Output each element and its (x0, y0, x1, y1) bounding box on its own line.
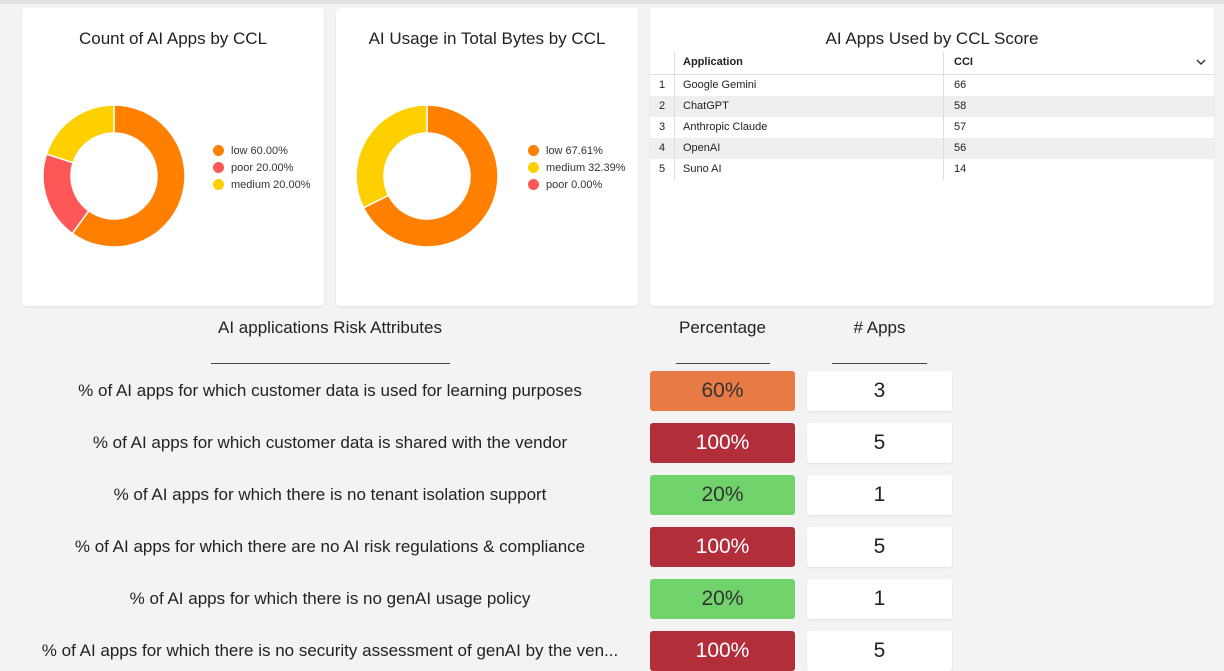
legend-dot-icon (213, 162, 224, 173)
column-divider (943, 96, 944, 117)
risk-attribute-label: % of AI apps for which there is no tenan… (113, 485, 547, 504)
risk-attribute-label: % of AI apps for which there is no genAI… (129, 589, 531, 608)
apps-count-box[interactable]: 1 (807, 579, 952, 619)
column-divider (674, 138, 675, 159)
risk-attribute-label: % of AI apps for which customer data is … (92, 433, 568, 452)
apps-count-header: # Apps (853, 318, 906, 337)
risk-attribute-label: % of AI apps for which there are no AI r… (74, 537, 586, 556)
column-divider (943, 117, 944, 138)
column-divider (943, 138, 944, 159)
table-row[interactable]: 4 OpenAI 56 (650, 138, 1214, 159)
header-underline (211, 363, 450, 364)
column-divider (674, 52, 675, 74)
row-index: 2 (658, 100, 666, 112)
legend-label: medium 20.00% (231, 179, 311, 191)
legend-dot-icon (213, 145, 224, 156)
legend-dot-icon (528, 179, 539, 190)
percentage-badge[interactable]: 100% (650, 527, 795, 567)
legend-dot-icon (528, 145, 539, 156)
chart-legend: low 60.00% poor 20.00% medium 20.00% (213, 144, 313, 195)
donut-slice-low[interactable] (71, 104, 186, 248)
legend-item[interactable]: low 60.00% (213, 144, 313, 158)
table-card-apps-by-ccl: AI Apps Used by CCL Score Application CC… (650, 8, 1214, 306)
column-divider (674, 117, 675, 138)
cell-cci: 66 (954, 79, 967, 91)
percentage-badge[interactable]: 100% (650, 423, 795, 463)
table-row[interactable]: 2 ChatGPT 58 (650, 96, 1214, 117)
card-title: AI Usage in Total Bytes by CCL (368, 29, 606, 48)
column-divider (943, 52, 944, 74)
donut-slice-medium[interactable] (355, 104, 428, 209)
column-divider (943, 75, 944, 96)
header-underline (832, 363, 927, 364)
apps-count-box[interactable]: 3 (807, 371, 952, 411)
cell-application: OpenAI (683, 142, 721, 154)
chart-legend: low 67.61% medium 32.39% poor 0.00% (528, 144, 628, 195)
cell-cci: 58 (954, 100, 967, 112)
legend-item[interactable]: medium 20.00% (213, 178, 313, 192)
apps-count-box[interactable]: 5 (807, 527, 952, 567)
legend-dot-icon (213, 179, 224, 190)
cell-cci: 57 (954, 121, 967, 133)
risk-attribute-label: % of AI apps for which customer data is … (78, 381, 582, 400)
legend-label: poor 0.00% (546, 179, 603, 191)
cell-application: ChatGPT (683, 100, 729, 112)
column-divider (943, 159, 944, 180)
percentage-badge[interactable]: 20% (650, 579, 795, 619)
legend-label: low 67.61% (546, 145, 603, 157)
apps-count-box[interactable]: 1 (807, 475, 952, 515)
legend-label: poor 20.00% (231, 162, 294, 174)
column-divider (674, 159, 675, 180)
percentage-badge[interactable]: 60% (650, 371, 795, 411)
chart-card-count-by-ccl: Count of AI Apps by CCL low 60.00% poor 2… (22, 8, 324, 306)
legend-label: medium 32.39% (546, 162, 626, 174)
apps-count-box[interactable]: 5 (807, 423, 952, 463)
row-index: 4 (658, 142, 666, 154)
legend-item[interactable]: medium 32.39% (528, 161, 628, 175)
header-underline (676, 363, 770, 364)
table-row[interactable]: 1 Google Gemini 66 (650, 75, 1214, 96)
chart-card-usage-by-ccl: AI Usage in Total Bytes by CCL low 67.61… (336, 8, 638, 306)
risk-attribute-label: % of AI apps for which there is no secur… (41, 641, 619, 660)
column-header-cci[interactable]: CCI (954, 56, 973, 68)
table-header: Application CCI (650, 52, 1214, 75)
percentage-header: Percentage (679, 318, 766, 337)
cell-application: Google Gemini (683, 79, 757, 91)
legend-item[interactable]: low 67.61% (528, 144, 628, 158)
apps-count-box[interactable]: 5 (807, 631, 952, 671)
cell-application: Anthropic Claude (683, 121, 768, 133)
donut-slice-low[interactable] (362, 104, 499, 248)
table-body: 1 Google Gemini 66 2 ChatGPT 58 3 Anthropic Cla… (650, 75, 1214, 180)
risk-attributes-header: AI applications Risk Attributes (218, 318, 442, 337)
percentage-badge[interactable]: 20% (650, 475, 795, 515)
row-index: 1 (658, 79, 666, 91)
cell-application: Suno AI (683, 163, 722, 175)
cell-cci: 56 (954, 142, 967, 154)
apps-table: Application CCI 1 Google Gemini 66 2 ChatGPT… (650, 52, 1214, 180)
top-divider (0, 0, 1224, 4)
column-divider (674, 96, 675, 117)
legend-label: low 60.00% (231, 145, 288, 157)
table-row[interactable]: 3 Anthropic Claude 57 (650, 117, 1214, 138)
donut-chart (42, 104, 186, 248)
percentage-badge[interactable]: 100% (650, 631, 795, 671)
card-title: Count of AI Apps by CCL (78, 29, 268, 48)
legend-item[interactable]: poor 0.00% (528, 178, 628, 192)
row-index: 3 (658, 121, 666, 133)
row-index: 5 (658, 163, 666, 175)
card-title: AI Apps Used by CCL Score (825, 29, 1039, 48)
donut-chart (355, 104, 499, 248)
cell-cci: 14 (954, 163, 967, 175)
legend-dot-icon (528, 162, 539, 173)
chevron-down-icon[interactable] (1196, 55, 1206, 69)
table-row[interactable]: 5 Suno AI 14 (650, 159, 1214, 180)
column-divider (674, 75, 675, 96)
legend-item[interactable]: poor 20.00% (213, 161, 313, 175)
column-header-application[interactable]: Application (683, 56, 743, 68)
donut-slice-medium[interactable] (45, 104, 115, 164)
